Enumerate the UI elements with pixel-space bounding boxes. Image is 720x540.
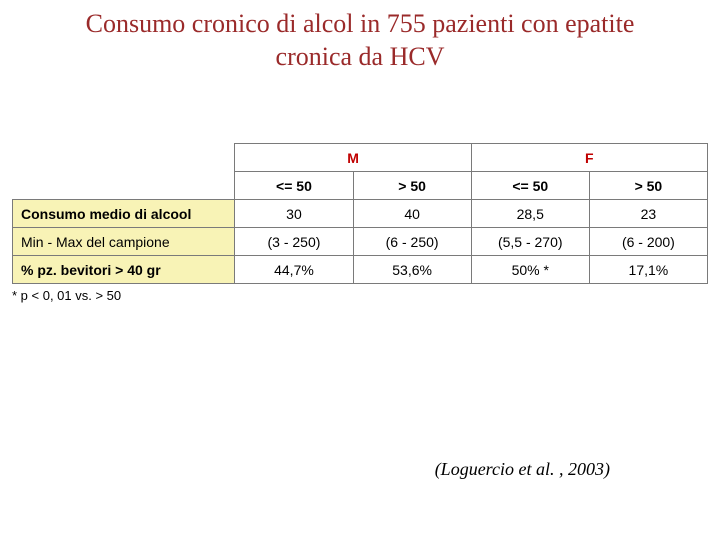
table-cell: 50% * xyxy=(471,256,589,284)
table-cell: 40 xyxy=(353,200,471,228)
table-cell: (6 - 250) xyxy=(353,228,471,256)
table-cell: 23 xyxy=(589,200,707,228)
gender-header-m: M xyxy=(235,144,471,172)
table-cell: (5,5 - 270) xyxy=(471,228,589,256)
title-line-1: Consumo cronico di alcol in 755 pazienti… xyxy=(86,9,635,38)
row-label: Min - Max del campione xyxy=(13,228,235,256)
table-cell: 28,5 xyxy=(471,200,589,228)
table-cell: 44,7% xyxy=(235,256,353,284)
table-row: Min - Max del campione (3 - 250) (6 - 25… xyxy=(13,228,708,256)
sub-header: > 50 xyxy=(589,172,707,200)
title-line-2: cronica da HCV xyxy=(276,42,445,71)
table-cell: 53,6% xyxy=(353,256,471,284)
table-cell: 30 xyxy=(235,200,353,228)
table-corner-cell xyxy=(13,144,235,200)
gender-header-f: F xyxy=(471,144,707,172)
slide-title: Consumo cronico di alcol in 755 pazienti… xyxy=(0,0,720,73)
table-row: Consumo medio di alcool 30 40 28,5 23 xyxy=(13,200,708,228)
data-table: M F <= 50 > 50 <= 50 > 50 Consumo medio … xyxy=(12,143,708,284)
table-cell: (6 - 200) xyxy=(589,228,707,256)
data-table-container: M F <= 50 > 50 <= 50 > 50 Consumo medio … xyxy=(12,143,708,284)
table-cell: 17,1% xyxy=(589,256,707,284)
table-row: % pz. bevitori > 40 gr 44,7% 53,6% 50% *… xyxy=(13,256,708,284)
table-cell: (3 - 250) xyxy=(235,228,353,256)
citation: (Loguercio et al. , 2003) xyxy=(435,459,610,480)
sub-header: <= 50 xyxy=(471,172,589,200)
sub-header: > 50 xyxy=(353,172,471,200)
row-label: Consumo medio di alcool xyxy=(13,200,235,228)
table-header-row-1: M F xyxy=(13,144,708,172)
table-footnote: * p < 0, 01 vs. > 50 xyxy=(12,288,708,303)
sub-header: <= 50 xyxy=(235,172,353,200)
row-label: % pz. bevitori > 40 gr xyxy=(13,256,235,284)
